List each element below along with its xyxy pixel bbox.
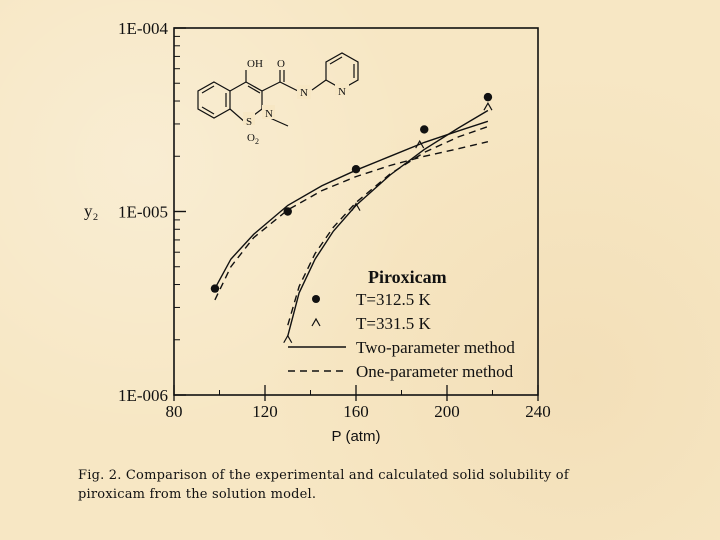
label-mask: [262, 105, 275, 119]
bond-double: [247, 85, 261, 94]
bond: [253, 108, 263, 116]
label-o: O: [277, 58, 285, 70]
curve-solid-3315: [287, 109, 489, 337]
label-s: S: [246, 116, 252, 128]
x-tick-label: 160: [343, 402, 369, 421]
legend-marker-circle: [312, 295, 320, 303]
label-n-pyridine: N: [338, 86, 346, 98]
legend-label: T=331.5 K: [356, 314, 431, 333]
curve-dashed-3125: [214, 141, 489, 301]
legend-title: Piroxicam: [368, 267, 447, 287]
data-point-312K: [210, 284, 220, 293]
data-point-331K: [351, 202, 361, 211]
benzene-double-bond: [201, 85, 215, 94]
bond: [279, 81, 301, 93]
pyridine-double-bond: [329, 56, 343, 65]
data-point-312K: [283, 207, 292, 216]
y-tick-label: 1E-005: [118, 203, 168, 222]
chart: 80 120 160 200 240 1E-006 1E-005 1E-004 P (atm) y…: [84, 19, 551, 445]
y-axis-label: y₂: [84, 202, 98, 221]
y-tick-label: 1E-004: [118, 19, 169, 38]
data-point-331K: [415, 139, 425, 149]
label-n-amide: N: [300, 87, 308, 99]
label-oh: OH: [247, 58, 263, 70]
label-n-ring: N: [265, 108, 273, 120]
data-point-331K: [283, 334, 293, 344]
curve-solid-3125: [214, 120, 489, 289]
label-mask: [243, 112, 255, 125]
data-point-312K: [483, 92, 493, 102]
legend-marker-caret: [311, 317, 321, 327]
label-mask: [335, 83, 349, 95]
bond: [261, 81, 281, 92]
chart-curves: [214, 109, 489, 337]
legend-label: One-parameter method: [356, 362, 514, 381]
caption-line-1: Fig. 2. Comparison of the experimental a…: [78, 468, 569, 483]
structure-labels: OH O N N N S O2: [243, 58, 349, 146]
curve-dashed-3315: [287, 125, 489, 326]
data-point-312K: [420, 125, 429, 134]
x-tick-label: 80: [166, 402, 183, 421]
x-axis-label: P (atm): [332, 428, 381, 445]
data-point-331K: [483, 102, 493, 111]
x-tick-label: 240: [525, 402, 551, 421]
legend-label: T=312.5 K: [356, 290, 431, 309]
legend-label: Two-parameter method: [356, 338, 515, 357]
x-tick-label: 200: [434, 402, 460, 421]
chart-points: [210, 92, 493, 344]
label-o2: O2: [247, 132, 259, 146]
chart-legend: Piroxicam T=312.5 K T=331.5 K Two-parameter…: [288, 267, 515, 381]
bond: [229, 81, 247, 92]
bond: [311, 79, 327, 91]
x-tick-label: 120: [252, 402, 278, 421]
caption-line-2: piroxicam from the solution model.: [78, 487, 317, 502]
data-point-312K: [351, 165, 361, 174]
label-mask: [297, 85, 311, 99]
bond: [245, 81, 263, 92]
benzene-ring: [197, 81, 231, 119]
y-tick-label: 1E-006: [118, 386, 168, 405]
benzene-double-bond: [201, 106, 215, 115]
bond-methyl: [269, 117, 289, 127]
chart-axes: 80 120 160 200 240 1E-006 1E-005 1E-004 P (atm) y…: [84, 19, 551, 445]
figure-caption: Fig. 2. Comparison of the experimental a…: [78, 466, 598, 504]
